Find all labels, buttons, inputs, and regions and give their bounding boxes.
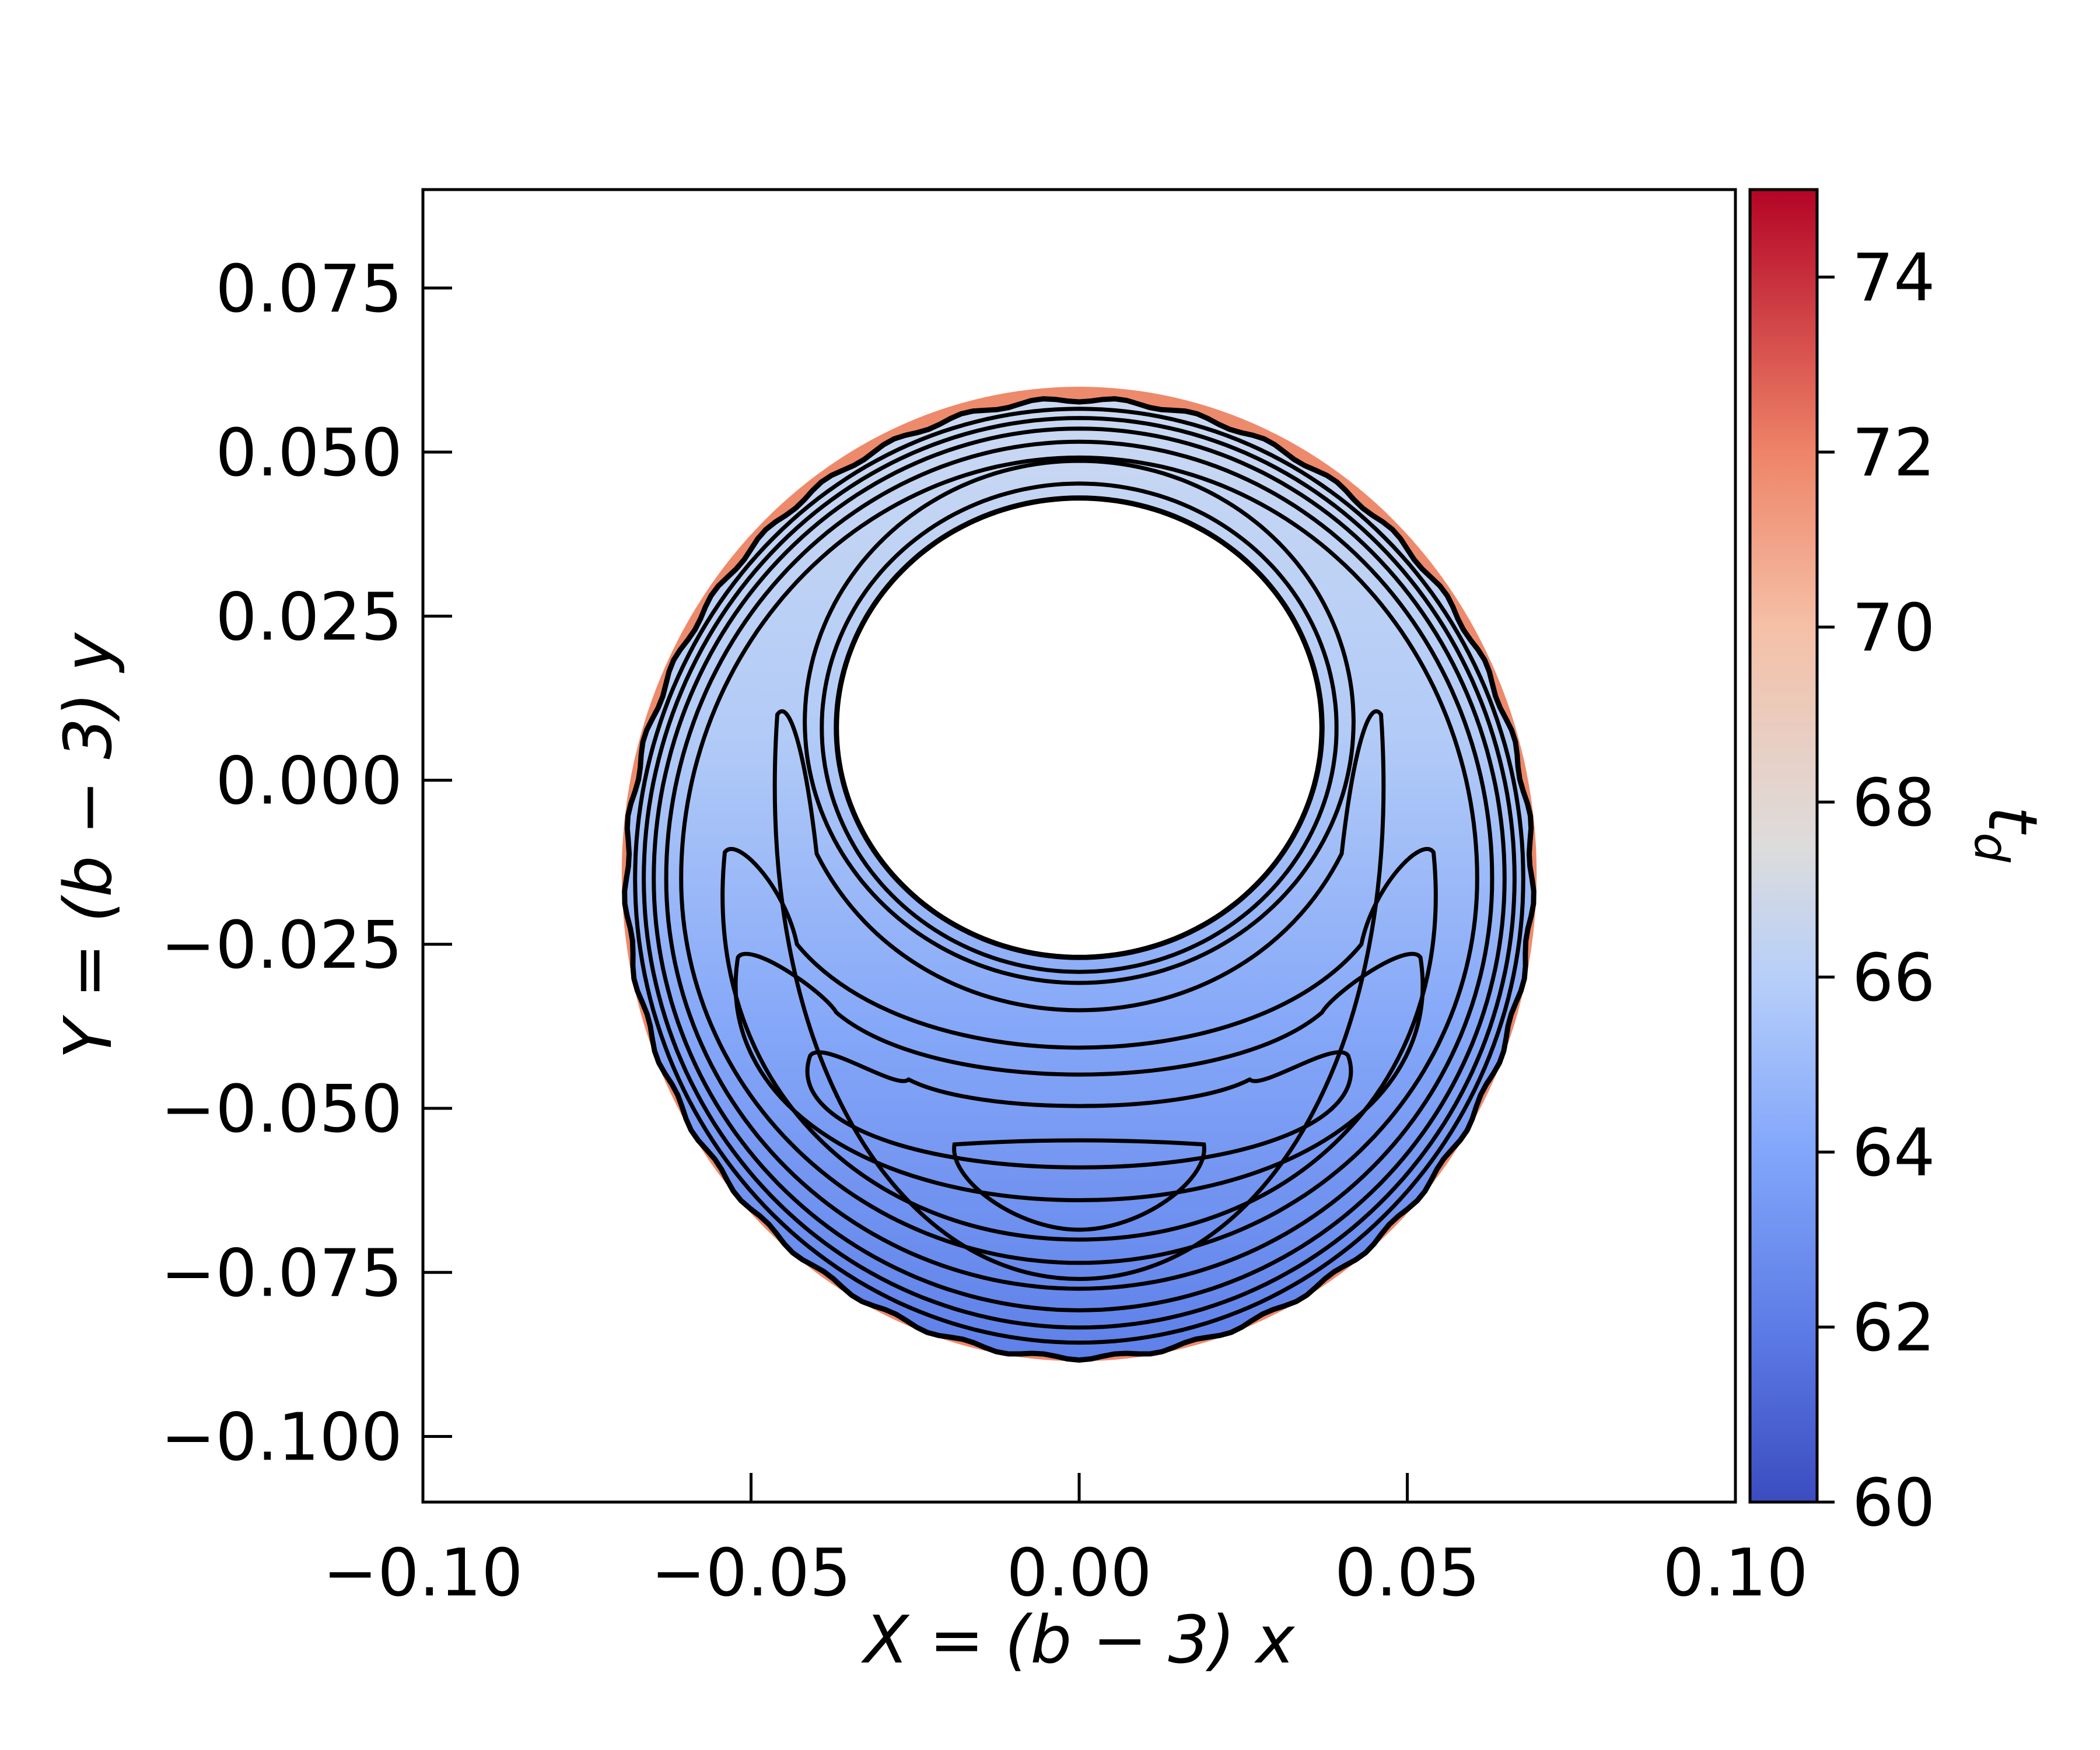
colorbar-ticks: 60 62 64 66 68 70 72 74	[1817, 240, 1936, 1541]
colorbar-tick-label: 74	[1852, 240, 1936, 316]
colorbar-tick-label: 72	[1852, 415, 1936, 491]
y-tick-label: −0.100	[161, 1400, 402, 1476]
contour-line	[733, 951, 1425, 1202]
x-tick-label: −0.10	[323, 1535, 523, 1611]
y-tick-label: 0.000	[215, 744, 402, 820]
contour-line	[952, 1138, 1206, 1232]
colorbar-label-sub: d	[1964, 832, 2018, 863]
contour-line	[622, 396, 1536, 1363]
y-axis: 0.075 0.050 0.025 0.000 −0.025 −0.050 −0.075 −0…	[161, 251, 452, 1476]
colorbar-tick-label: 60	[1852, 1465, 1936, 1541]
y-tick-label: −0.075	[161, 1236, 402, 1311]
y-tick-label: −0.050	[161, 1072, 402, 1147]
plot-area	[621, 387, 1537, 1363]
colorbar-tick-label: 62	[1852, 1290, 1936, 1366]
x-tick-label: 0.10	[1662, 1535, 1808, 1611]
y-tick-label: 0.075	[215, 251, 402, 327]
contour-line	[664, 439, 1494, 1291]
colorbar-label-main: t	[1973, 806, 2052, 835]
colorbar-tick-label: 70	[1852, 590, 1936, 666]
x-tick-label: −0.05	[651, 1535, 851, 1611]
colorbar-tick-label: 64	[1852, 1115, 1936, 1191]
y-tick-label: 0.050	[215, 415, 402, 491]
y-axis-label: Y = (b − 3) y	[51, 632, 127, 1059]
colorbar-tick-label: 68	[1852, 765, 1936, 841]
y-tick-label: 0.025	[215, 579, 402, 655]
contour-line	[820, 481, 1339, 974]
x-axis-label: X = (b − 3) x	[861, 1602, 1296, 1678]
colorbar-gradient	[1748, 188, 1819, 1504]
colorbar-label: td	[1964, 806, 2052, 863]
contour-line	[803, 459, 1356, 985]
contour-line	[633, 407, 1525, 1345]
contour-line	[834, 495, 1325, 960]
x-tick-label: 0.05	[1335, 1535, 1480, 1611]
colorbar-tick-label: 66	[1852, 940, 1936, 1016]
contour-line	[772, 709, 1386, 1281]
y-tick-label: −0.025	[161, 908, 402, 984]
x-tick-label: 0.00	[1006, 1535, 1152, 1611]
contour-lines	[622, 396, 1536, 1363]
colorbar: 60 62 64 66 68 70 72 74 td	[1748, 188, 2052, 1541]
contour-line	[720, 846, 1438, 1242]
contour-line	[805, 1050, 1353, 1170]
contour-line	[679, 455, 1479, 1265]
contour-line	[652, 426, 1507, 1312]
annulus-field	[626, 400, 1532, 1358]
x-axis: −0.10 −0.05 0.00 0.05 0.10	[323, 1473, 1808, 1611]
contour-line	[642, 416, 1517, 1330]
